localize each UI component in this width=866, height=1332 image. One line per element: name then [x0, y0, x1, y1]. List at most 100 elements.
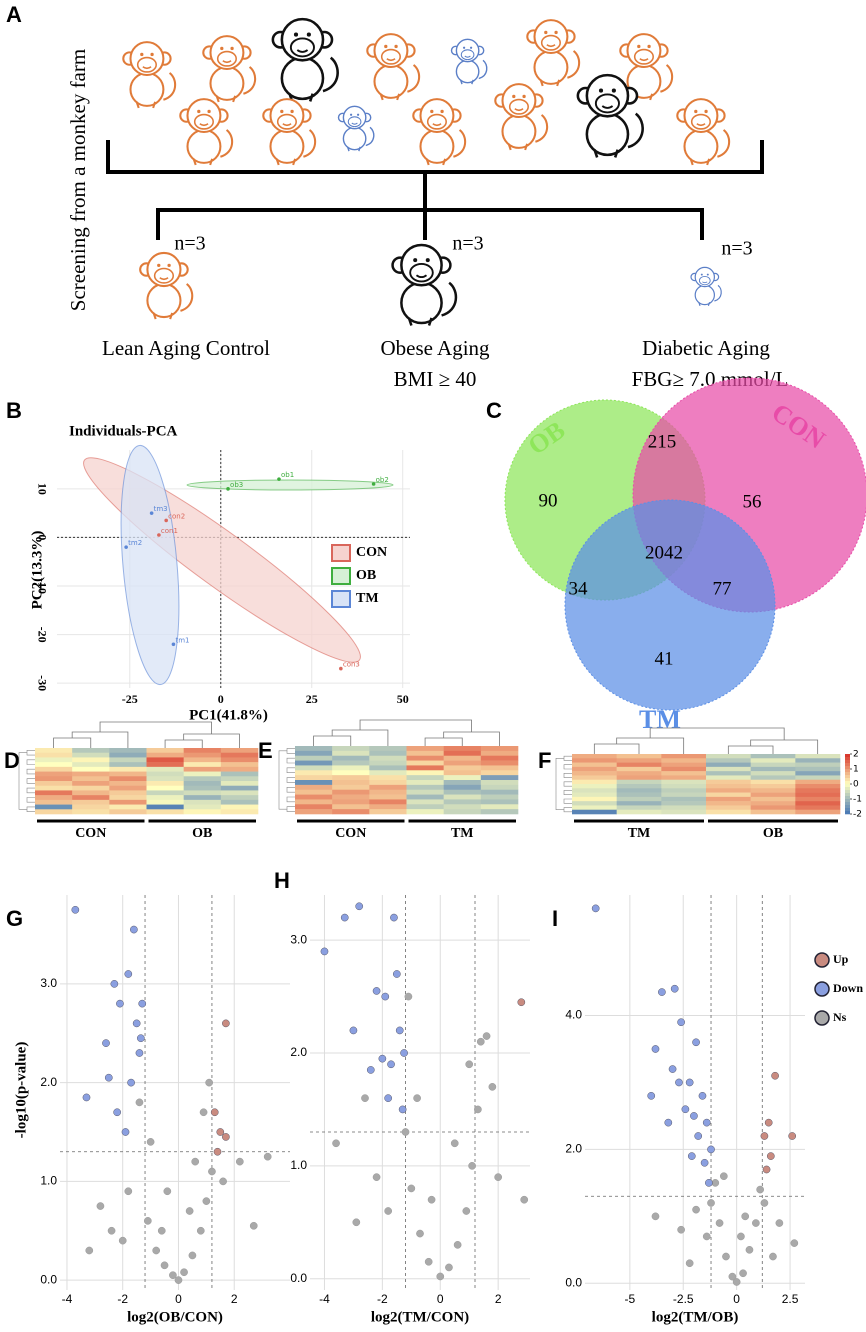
heat-cell	[109, 781, 147, 787]
point	[719, 1172, 728, 1181]
point	[202, 1197, 211, 1205]
point	[136, 1034, 145, 1043]
heat-cell	[406, 760, 444, 766]
panel-label: D	[4, 748, 20, 773]
panel-label: F	[538, 748, 551, 773]
heat-cell	[109, 804, 147, 810]
dendrogram	[313, 719, 500, 746]
legend-swatch	[331, 544, 351, 562]
monkey-icon	[337, 105, 375, 153]
y-tick-label: 0	[35, 534, 49, 540]
heat-cell	[109, 752, 147, 758]
heat-cell	[332, 746, 370, 752]
x-tick-label: 50	[397, 692, 409, 706]
heat-cell	[480, 794, 519, 800]
point	[371, 482, 376, 486]
point	[191, 1157, 200, 1166]
heat-cell	[35, 771, 73, 777]
heat-cell	[406, 780, 444, 786]
heat-cell	[795, 758, 841, 763]
x-axis-label: log2(TM/CON)	[371, 1309, 469, 1325]
point	[171, 642, 176, 647]
colorbar-segment	[845, 778, 850, 782]
heat-cell	[661, 766, 707, 772]
heat-cell	[369, 775, 407, 781]
y-axis-label: PC2(13.3%)	[29, 531, 45, 610]
point	[465, 1060, 474, 1069]
heat-cell	[706, 805, 751, 811]
heat-cell	[295, 775, 333, 781]
x-axis-label: PC1(41.8%)	[189, 707, 268, 723]
group-label: CON	[335, 826, 366, 841]
heat-cell	[795, 754, 841, 759]
legend-marker	[814, 981, 830, 997]
point	[702, 1118, 711, 1127]
point	[222, 1133, 230, 1141]
heat-cell	[295, 780, 333, 786]
point	[694, 1132, 703, 1140]
colorbar-segment	[845, 796, 850, 800]
heat-cell	[795, 792, 841, 798]
heat-cell	[332, 765, 370, 771]
colorbar-segment	[845, 811, 850, 815]
colorbar-segment	[845, 763, 850, 767]
point	[96, 1202, 105, 1210]
tree-lines	[106, 140, 764, 240]
heat-cell	[750, 796, 796, 802]
point	[216, 1128, 225, 1136]
heat-cell	[572, 779, 617, 785]
heat-cell	[295, 799, 333, 805]
group-n: n=3	[721, 238, 752, 260]
point	[143, 1217, 152, 1225]
point	[361, 1094, 369, 1102]
heat-cell	[220, 790, 259, 796]
heat-cell	[72, 795, 110, 801]
monkey-icon	[139, 251, 194, 321]
heat-cell	[295, 770, 333, 776]
point	[488, 1083, 497, 1091]
panel-label: A	[6, 2, 22, 27]
heat-cell	[72, 748, 110, 754]
colorbar-segment	[845, 772, 850, 776]
x-tick-label: -25	[122, 692, 138, 706]
heat-cell	[72, 771, 110, 777]
point	[124, 1187, 133, 1196]
colorbar-segment	[845, 781, 850, 785]
heat-cell	[183, 762, 222, 768]
dendrogram	[53, 721, 240, 748]
heat-cell	[795, 796, 841, 802]
heat-cell	[146, 762, 184, 768]
point	[764, 1118, 773, 1127]
heat-cell	[35, 809, 73, 815]
y-tick-label: 1.0	[40, 1174, 57, 1188]
point	[424, 1257, 433, 1266]
point	[715, 1219, 724, 1227]
heat-cell	[332, 784, 370, 791]
heat-cell	[220, 799, 259, 805]
region-count: 56	[743, 491, 762, 512]
panel-label: H	[274, 868, 290, 893]
heat-cell	[661, 784, 707, 789]
heat-cell	[146, 781, 184, 787]
group-label: CON	[75, 826, 106, 841]
monkey-icon	[391, 243, 458, 327]
heat-cell	[480, 784, 519, 791]
heat-cell	[480, 770, 519, 776]
y-axis-label: -log10(p-value)	[13, 1042, 29, 1139]
point	[664, 1118, 673, 1127]
heat-cell	[750, 766, 796, 772]
heat-cell	[183, 795, 222, 801]
heat-cell	[616, 784, 662, 789]
colorbar-segment	[845, 790, 850, 794]
point	[132, 1019, 141, 1028]
heat-cell	[406, 755, 444, 761]
colorbar-tick-label: -2	[853, 810, 862, 820]
heat-cell	[183, 809, 222, 815]
heat-cell	[750, 809, 796, 815]
point	[157, 1226, 166, 1235]
heat-cell	[443, 750, 482, 757]
point	[113, 1108, 122, 1117]
point	[687, 1152, 696, 1160]
x-tick-label: 0	[175, 1292, 182, 1306]
legend-label: TM	[356, 591, 379, 606]
